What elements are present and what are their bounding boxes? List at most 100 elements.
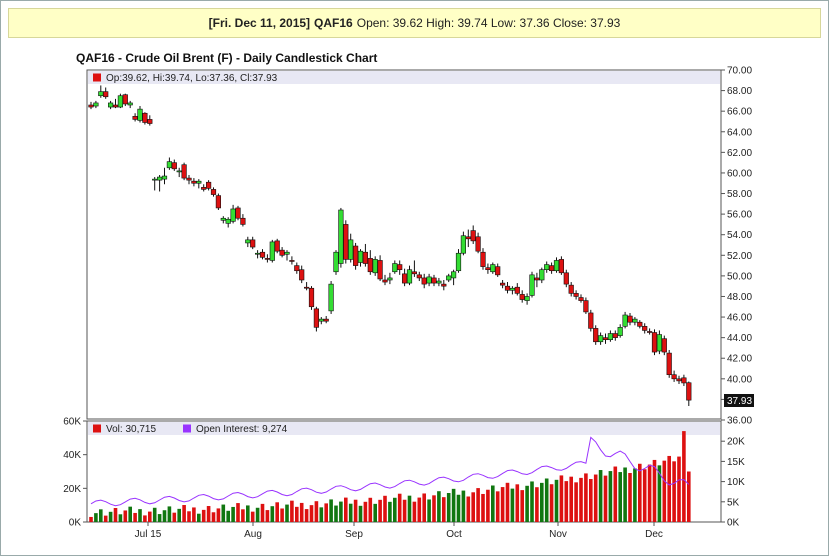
volume-bar-up xyxy=(598,470,603,522)
volume-bar-down xyxy=(201,509,206,522)
candle-up xyxy=(328,283,334,312)
volume-bar-down xyxy=(564,481,569,522)
candle-down xyxy=(352,245,359,266)
candle-up xyxy=(622,314,628,327)
volume-bar-up xyxy=(427,499,431,522)
volume-bar-down xyxy=(495,491,500,522)
volume-bar-down xyxy=(275,502,279,522)
candle-up xyxy=(161,175,168,180)
price-tick-label: 66.00 xyxy=(727,107,752,118)
volume-bar-down xyxy=(579,477,583,522)
candle-up xyxy=(446,275,452,281)
candle-down xyxy=(397,264,403,271)
volume-right-tick-label: 0K xyxy=(727,518,740,529)
volume-left-tick-label: 40K xyxy=(63,450,81,461)
quote-low: Low: 37.36 xyxy=(490,16,550,30)
candle-up xyxy=(524,296,530,301)
volume-legend-bar xyxy=(88,422,720,435)
quote-high: High: 39.74 xyxy=(426,16,488,30)
x-tick-label: Dec xyxy=(645,529,663,540)
candle-down xyxy=(558,259,564,274)
volume-bar-up xyxy=(451,488,456,522)
candle-up xyxy=(406,269,413,284)
volume-bar-up xyxy=(530,481,534,522)
candle-down xyxy=(279,249,285,256)
volume-bar-down xyxy=(642,469,647,522)
candle-up xyxy=(656,334,662,352)
volume-bar-down xyxy=(417,497,422,522)
volume-right-tick-label: 15K xyxy=(727,457,745,468)
candle-down xyxy=(519,294,525,300)
oi-legend-swatch xyxy=(183,424,191,433)
x-tick-label: Oct xyxy=(446,529,462,540)
x-axis: Jul 15 Aug Sep Oct Nov Dec xyxy=(135,522,663,540)
candle-down xyxy=(499,282,506,286)
volume-bar-up xyxy=(491,485,495,522)
volume-bar-up xyxy=(118,514,123,522)
price-tick-label: 54.00 xyxy=(727,230,752,241)
volume-bar-up xyxy=(407,495,412,522)
volume-right-tick-label: 20K xyxy=(727,437,745,448)
candle-up xyxy=(392,263,398,273)
price-tick-label: 48.00 xyxy=(727,292,752,303)
price-tick-label: 70.00 xyxy=(727,66,752,77)
volume-bar-down xyxy=(466,496,471,522)
volume-bar-down xyxy=(378,499,382,522)
candle-down xyxy=(122,94,128,105)
candle-down xyxy=(186,177,192,181)
volume-bar-down xyxy=(652,459,657,522)
volume-bar-down xyxy=(172,512,177,522)
chart-title: QAF16 - Crude Oil Brent (F) - Daily Cand… xyxy=(76,51,378,65)
quote-banner: [Fri. Dec 11, 2015] QAF16 Open: 39.62 Hi… xyxy=(8,8,821,38)
candle-down xyxy=(235,207,241,219)
volume-legend: Vol: 30,715 xyxy=(106,424,156,435)
volume-bar-up xyxy=(540,482,544,522)
volume-bar-up xyxy=(138,509,142,522)
volume-bar-up xyxy=(108,511,113,522)
volume-bar-up xyxy=(339,501,343,522)
candle-down xyxy=(142,112,148,123)
candle-up xyxy=(176,170,182,173)
candle-down xyxy=(294,265,300,272)
quote-close: Close: 37.93 xyxy=(552,16,621,30)
candle-up xyxy=(450,271,457,279)
candle-up xyxy=(269,241,275,261)
last-price-box xyxy=(724,394,754,407)
candle-up xyxy=(529,274,535,296)
price-legend: Op:39.62, Hi:39.74, Lo:37.36, Cl:37.93 xyxy=(106,73,278,84)
candle-up xyxy=(387,277,393,281)
volume-bar-down xyxy=(250,511,255,522)
candle-up xyxy=(632,318,638,323)
volume-bar-up xyxy=(348,503,353,522)
volume-bar-down xyxy=(476,488,480,522)
volume-bar-down xyxy=(148,511,152,522)
volume-bar-up xyxy=(334,505,338,522)
open-interest-line xyxy=(90,436,690,507)
volume-bar-up xyxy=(197,513,201,522)
candle-up xyxy=(372,259,378,274)
volume-bar-down xyxy=(260,503,265,522)
volume-bar-up xyxy=(657,465,662,522)
candle-up xyxy=(539,269,545,281)
candle-up xyxy=(455,252,462,272)
volume-bar-up xyxy=(510,488,515,522)
candle-down xyxy=(362,251,369,264)
candle-down xyxy=(171,162,177,170)
volume-bar-down xyxy=(613,466,618,522)
volume-bar-down xyxy=(667,455,671,522)
volume-bar-down xyxy=(559,475,564,522)
x-tick-label: Nov xyxy=(549,529,567,540)
volume-bar-down xyxy=(314,501,319,522)
candle-down xyxy=(274,240,280,252)
x-tick-label: Aug xyxy=(244,529,262,540)
volume-bar-down xyxy=(280,508,284,522)
volume-bar-down xyxy=(211,512,216,522)
candle-down xyxy=(289,260,295,262)
volume-bar-down xyxy=(143,515,147,522)
candle-down xyxy=(181,164,187,179)
candle-down xyxy=(676,378,682,382)
volume-bar-down xyxy=(471,492,475,522)
candle-up xyxy=(117,95,123,108)
volume-bar-up xyxy=(152,507,157,522)
